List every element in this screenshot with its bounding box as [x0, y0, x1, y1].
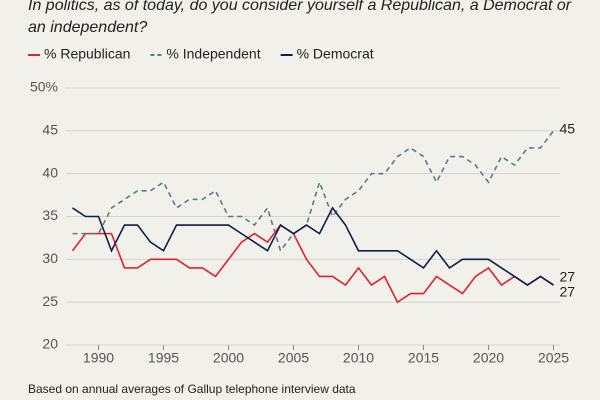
- end-label: 27: [560, 284, 576, 300]
- y-tick-label: 50%: [30, 79, 58, 95]
- series-line: [72, 130, 555, 253]
- legend-label: % Republican: [44, 46, 130, 62]
- x-tick-label: 2005: [278, 350, 309, 366]
- end-label: 27: [560, 269, 576, 285]
- y-tick-label: 35: [42, 207, 58, 223]
- y-tick-label: 25: [42, 293, 58, 309]
- legend-label: % Independent: [166, 46, 260, 62]
- series-line: [72, 206, 554, 286]
- y-tick-label: 40: [42, 164, 58, 180]
- y-tick-label: 45: [42, 122, 58, 138]
- chart-title: In politics, as of today, do you conside…: [28, 0, 572, 14]
- x-tick-label: 2010: [343, 350, 374, 366]
- x-tick-label: 2025: [538, 350, 569, 366]
- chart-title: an independent?: [28, 19, 147, 36]
- y-tick-label: 20: [42, 336, 58, 352]
- x-tick-label: 2015: [408, 350, 439, 366]
- x-tick-label: 1995: [148, 350, 179, 366]
- footnote: Based on annual averages of Gallup telep…: [28, 382, 356, 396]
- legend-label: % Democrat: [297, 46, 374, 62]
- x-tick-label: 2020: [473, 350, 504, 366]
- series-line: [71, 223, 554, 304]
- y-tick-label: 30: [42, 250, 58, 266]
- x-tick-label: 1990: [83, 350, 114, 366]
- end-label: 45: [560, 121, 576, 137]
- x-tick-label: 2000: [213, 350, 244, 366]
